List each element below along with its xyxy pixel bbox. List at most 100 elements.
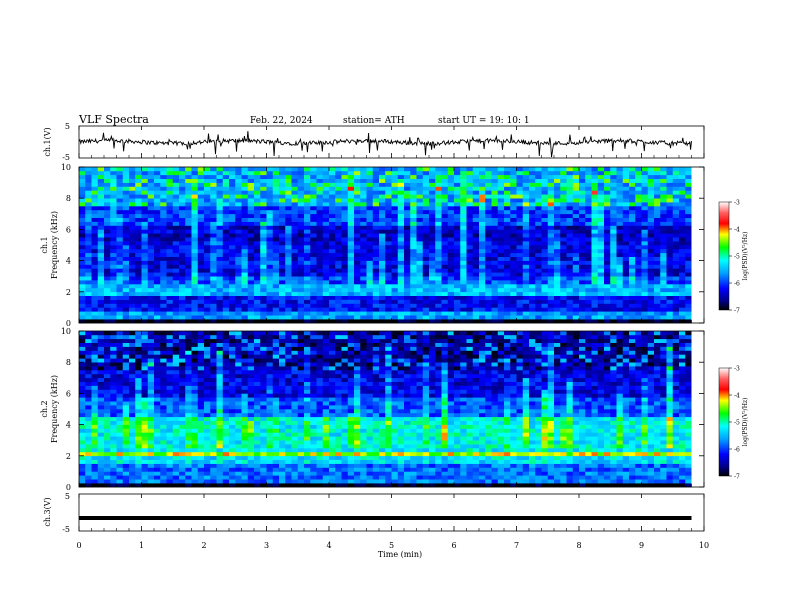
- heatmap-cell: [279, 237, 286, 241]
- heatmap-cell: [567, 198, 574, 202]
- heatmap-cell: [185, 366, 192, 370]
- heatmap-cell: [142, 409, 149, 413]
- heatmap-cell: [510, 249, 517, 253]
- heatmap-cell: [435, 198, 442, 202]
- heatmap-cell: [85, 405, 92, 409]
- heatmap-cell: [654, 257, 661, 261]
- heatmap-cell: [254, 190, 261, 194]
- ch1-ytick-top: 5: [65, 122, 70, 131]
- heatmap-cell: [104, 226, 111, 230]
- heatmap-cell: [604, 311, 611, 315]
- heatmap-cell: [385, 183, 392, 187]
- heatmap-cell: [160, 460, 167, 464]
- heatmap-cell: [348, 171, 355, 175]
- heatmap-cell: [685, 265, 692, 269]
- heatmap-cell: [554, 315, 561, 319]
- heatmap-cell: [354, 311, 361, 315]
- heatmap-cell: [685, 241, 692, 245]
- heatmap-cell: [148, 237, 155, 241]
- heatmap-cell: [110, 257, 117, 261]
- heatmap-cell: [317, 194, 324, 198]
- heatmap-cell: [160, 284, 167, 288]
- heatmap-cell: [98, 280, 105, 284]
- heatmap-cell: [204, 479, 211, 483]
- heatmap-cell: [385, 272, 392, 276]
- heatmap-cell: [248, 218, 255, 222]
- heatmap-cell: [329, 222, 336, 226]
- heatmap-cell: [392, 276, 399, 280]
- heatmap-cell: [423, 226, 430, 230]
- heatmap-cell: [285, 237, 292, 241]
- heatmap-cell: [298, 304, 305, 308]
- heatmap-cell: [642, 253, 649, 257]
- heatmap-cell: [285, 245, 292, 249]
- heatmap-cell: [498, 304, 505, 308]
- heatmap-cell: [354, 315, 361, 319]
- heatmap-cell: [542, 233, 549, 237]
- heatmap-cell: [560, 257, 567, 261]
- heatmap-cell: [517, 226, 524, 230]
- heatmap-cell: [410, 190, 417, 194]
- heatmap-cell: [192, 307, 199, 311]
- heatmap-cell: [354, 190, 361, 194]
- heatmap-cell: [442, 233, 449, 237]
- heatmap-cell: [410, 187, 417, 191]
- heatmap-cell: [229, 210, 236, 214]
- heatmap-cell: [173, 296, 180, 300]
- heatmap-cell: [448, 276, 455, 280]
- heatmap-cell: [367, 167, 374, 171]
- heatmap-cell: [329, 175, 336, 179]
- heatmap-cell: [542, 226, 549, 230]
- heatmap-cell: [285, 257, 292, 261]
- heatmap-cell: [604, 296, 611, 300]
- heatmap-cell: [123, 190, 130, 194]
- heatmap-cell: [148, 288, 155, 292]
- heatmap-cell: [185, 335, 192, 339]
- heatmap-cell: [135, 253, 142, 257]
- heatmap-cell: [479, 315, 486, 319]
- heatmap-cell: [667, 261, 674, 265]
- heatmap-cell: [479, 237, 486, 241]
- heatmap-cell: [417, 253, 424, 257]
- heatmap-cell: [460, 261, 467, 265]
- heatmap-cell: [654, 249, 661, 253]
- heatmap-cell: [423, 190, 430, 194]
- heatmap-cell: [110, 190, 117, 194]
- heatmap-cell: [235, 218, 242, 222]
- heatmap-cell: [329, 276, 336, 280]
- heatmap-cell: [442, 315, 449, 319]
- heatmap-cell: [160, 390, 167, 394]
- heatmap-cell: [173, 393, 180, 397]
- heatmap-cell: [185, 237, 192, 241]
- heatmap-cell: [323, 237, 330, 241]
- heatmap-cell: [373, 268, 380, 272]
- heatmap-cell: [98, 401, 105, 405]
- heatmap-cell: [198, 444, 205, 448]
- heatmap-cell: [454, 272, 461, 276]
- heatmap-cell: [242, 210, 249, 214]
- heatmap-cell: [98, 245, 105, 249]
- heatmap-cell: [592, 187, 599, 191]
- heatmap-cell: [573, 304, 580, 308]
- heatmap-cell: [104, 202, 111, 206]
- heatmap-cell: [342, 249, 349, 253]
- heatmap-cell: [392, 300, 399, 304]
- heatmap-cell: [223, 245, 230, 249]
- heatmap-cell: [342, 237, 349, 241]
- heatmap-cell: [248, 229, 255, 233]
- heatmap-cell: [229, 456, 236, 460]
- heatmap-cell: [354, 253, 361, 257]
- heatmap-cell: [610, 226, 617, 230]
- heatmap-cell: [592, 304, 599, 308]
- heatmap-cell: [123, 339, 130, 343]
- heatmap-cell: [285, 187, 292, 191]
- heatmap-cell: [554, 241, 561, 245]
- heatmap-cell: [648, 237, 655, 241]
- heatmap-cell: [204, 167, 211, 171]
- heatmap-cell: [329, 206, 336, 210]
- colorbar-tick-label: -3: [734, 200, 740, 207]
- heatmap-cell: [492, 175, 499, 179]
- heatmap-cell: [585, 265, 592, 269]
- heatmap-cell: [210, 222, 217, 226]
- heatmap-cell: [135, 425, 142, 429]
